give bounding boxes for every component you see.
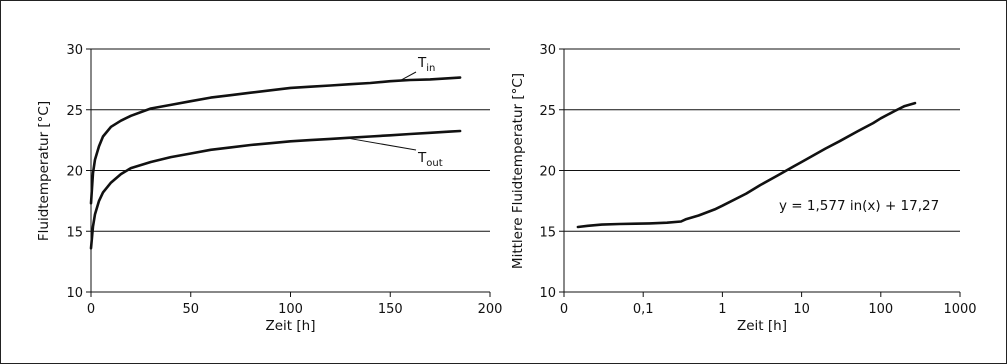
y-tick-label: 20 (539, 165, 556, 180)
y-tick-label: 15 (539, 225, 556, 240)
x-tick-label: 0 (560, 302, 568, 317)
x-tick-label: 100 (278, 302, 303, 317)
y-tick-label: 30 (539, 43, 556, 58)
y-axis-label: Mittlere Fluidtemperatur [°C] (510, 73, 526, 269)
chart-left-temperature-vs-time: 10 15 20 25 30 0 50 100 150 200 Zeit [h] Fluidtempe… (36, 43, 502, 334)
x-tick-label: 0 (87, 302, 95, 317)
chart-right-mean-temperature-vs-log-time: 10 15 20 25 30 0 0,1 1 10 100 1000 Zeit [h] Mittlere… (510, 43, 977, 334)
x-tick-label: 10 (793, 302, 810, 317)
x-axis-label: Zeit [h] (266, 318, 316, 334)
fit-equation-annotation: y = 1,577 in(x) + 17,27 (779, 198, 939, 214)
y-tick-label: 15 (66, 225, 83, 240)
series-line-t-out (89, 129, 462, 250)
y-tick-label: 10 (539, 286, 556, 301)
y-tick-label: 25 (66, 104, 83, 119)
series-line-t-in (89, 76, 462, 205)
y-tick-label: 10 (66, 286, 83, 301)
series-label-leader (399, 71, 417, 82)
x-tick-label: 1000 (943, 302, 976, 317)
x-tick-label: 200 (478, 302, 503, 317)
x-tick-label: 150 (378, 302, 403, 317)
series-label: Tout (417, 150, 443, 169)
series-label: Tin (417, 55, 435, 74)
series-label-leader (346, 137, 417, 151)
y-tick-label: 30 (66, 43, 83, 58)
series-line (576, 101, 917, 229)
y-tick-label: 25 (539, 104, 556, 119)
y-axis-label: Fluidtemperatur [°C] (36, 101, 52, 241)
x-tick-label: 0,1 (633, 302, 654, 317)
x-tick-label: 1 (718, 302, 726, 317)
y-tick-label: 20 (66, 165, 83, 180)
x-tick-label: 100 (868, 302, 893, 317)
x-axis-label: Zeit [h] (737, 318, 787, 334)
x-tick-label: 50 (182, 302, 199, 317)
